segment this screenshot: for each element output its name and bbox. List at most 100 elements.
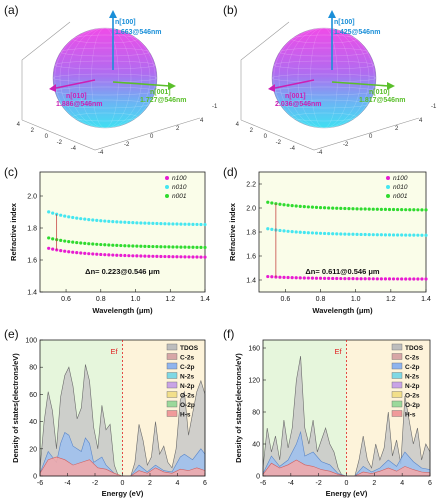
data-point [318,205,323,210]
legend-label: n100 [393,175,408,182]
data-point [371,233,375,237]
legend-swatch [166,391,178,398]
data-point [310,231,315,235]
data-point [187,255,191,259]
data-point [282,229,286,233]
mesh-line [279,47,369,57]
legend-label: H-s [180,412,191,419]
panel-label: (c) [4,165,18,179]
legend-label: C-2s [405,355,419,362]
legend-swatch [166,410,178,417]
x-tick-label: 0.6 [281,296,291,303]
data-point [306,276,310,280]
x-tick-label: -4 [288,480,294,487]
y-axis-label: Density of states(electrons/eV) [234,353,243,463]
data-point [343,232,347,236]
panel-label: (e) [4,327,19,341]
x-tick-label: 6 [203,480,207,487]
data-point [343,276,347,281]
y-tick-label: 2.0 [27,194,37,201]
legend-label: C-2s [180,355,194,362]
axis-arrow [331,81,390,87]
data-point [83,241,87,245]
data-point [95,218,99,222]
data-point [47,246,51,250]
data-point [55,248,59,252]
data-point [327,276,331,281]
x-tick-label: -6 [37,480,43,487]
data-point [167,255,171,259]
data-point [404,277,408,281]
axis-tick-label: -4 [290,146,296,152]
x-tick-label: 1.0 [351,296,361,303]
data-point [404,233,408,237]
data-point [131,221,135,225]
data-point [179,245,183,249]
data-point [171,255,175,259]
data-point [339,276,343,281]
data-point [286,203,290,207]
data-point [306,231,310,235]
y-tick-label: 40 [29,419,37,426]
legend-swatch [391,362,403,370]
data-point [274,275,278,279]
data-point [355,232,359,236]
axis-tick-label: -4 [71,146,77,152]
data-point [103,243,107,247]
data-point [351,232,355,236]
data-point [75,216,79,220]
mesh-line [297,27,351,129]
y-axis-label: Density of states(electrons/eV) [11,353,20,463]
y-tick-label: 80 [252,410,260,417]
data-point [79,251,83,255]
legend-swatch [166,381,178,389]
data-point [171,222,175,226]
data-point [111,243,115,247]
legend-label: N-2s [180,374,194,381]
legend-label: TDOS [405,345,424,352]
data-point [203,245,207,250]
panel-label: (d) [223,165,238,179]
axis-tick-label: 4 [200,118,204,124]
axis-tick-label: -4 [317,150,323,156]
data-point [99,219,103,223]
data-point [266,227,270,231]
mesh-line [273,27,375,129]
data-point [63,239,67,243]
ellipsoid-panel-0: (a) 4 2 0 -2 -4 -4 -2 0 2 4 -1 n[100] 1.663@546nm n[01… [4,3,218,156]
panel-label: (a) [4,3,19,17]
legend-swatch [391,372,403,379]
data-point [47,236,51,240]
data-point [139,254,143,258]
data-point [424,208,428,212]
mesh-line [271,73,377,83]
data-point [143,221,147,225]
axis-tick-label: 4 [236,122,240,128]
data-point [179,255,183,259]
axis-frame [240,21,290,120]
arrow-value: 1.886@546nm [56,101,103,108]
data-point [302,230,306,235]
data-point [191,222,195,226]
x-tick-label: 1.2 [386,296,396,303]
y-tick-label: 2.2 [246,182,256,189]
data-point [163,254,167,259]
data-point [119,253,123,257]
x-tick-label: 6 [428,480,432,487]
data-point [379,207,383,211]
arrow-head [109,10,117,18]
data-point [175,245,179,249]
axis-tick-label: 0 [369,134,373,140]
data-point [383,233,388,237]
data-point [351,277,355,281]
y-tick-label: 1.8 [246,230,256,237]
arrow-value: 2.036@546nm [275,101,322,108]
dos-panel-1: (f) Ef -6 -4 -2 0 2 4 6 0 40 80 120 160 Energy (eV) Den… [223,327,432,498]
data-point [199,245,203,249]
data-point [199,222,203,227]
x-tick-label: 2 [148,480,152,487]
axis-frame [240,117,420,151]
legend-label: N-2s [405,374,419,381]
data-point [123,220,127,224]
x-tick-label: 1.4 [421,296,431,303]
